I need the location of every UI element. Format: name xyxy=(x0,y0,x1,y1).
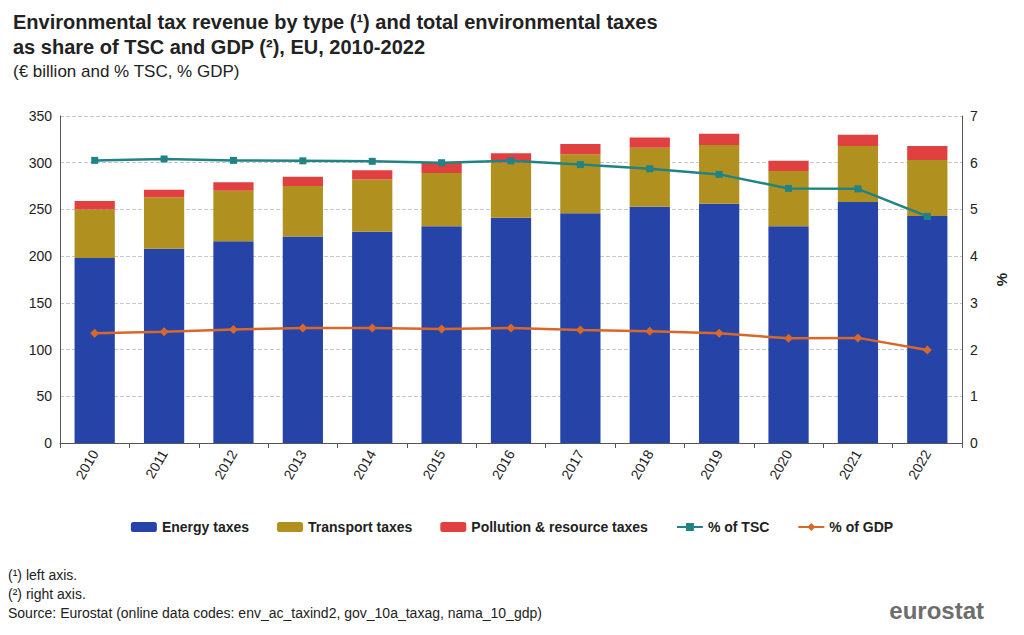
svg-text:0: 0 xyxy=(44,435,52,451)
svg-text:5: 5 xyxy=(970,201,978,217)
svg-text:50: 50 xyxy=(36,388,52,404)
svg-text:2017: 2017 xyxy=(558,447,588,482)
svg-text:Energy taxes: Energy taxes xyxy=(162,519,249,535)
svg-text:2014: 2014 xyxy=(350,447,380,482)
svg-text:150: 150 xyxy=(29,295,53,311)
svg-text:as share of TSC and GDP (²), E: as share of TSC and GDP (²), EU, 2010-20… xyxy=(13,36,425,58)
svg-text:3: 3 xyxy=(970,295,978,311)
svg-text:7: 7 xyxy=(970,108,978,124)
svg-text:1: 1 xyxy=(970,388,978,404)
svg-text:2020: 2020 xyxy=(766,447,796,482)
svg-text:2010: 2010 xyxy=(72,447,102,482)
svg-text:Pollution & resource taxes: Pollution & resource taxes xyxy=(471,519,648,535)
svg-text:2021: 2021 xyxy=(835,447,865,482)
svg-text:4: 4 xyxy=(970,248,978,264)
svg-text:(€ billion and % TSC, % GDP): (€ billion and % TSC, % GDP) xyxy=(13,62,239,81)
svg-text:eurostat: eurostat xyxy=(889,597,984,624)
svg-text:2011: 2011 xyxy=(142,447,171,481)
svg-text:2018: 2018 xyxy=(627,447,657,482)
svg-text:2022: 2022 xyxy=(905,447,935,482)
svg-text:6: 6 xyxy=(970,155,978,171)
svg-text:100: 100 xyxy=(29,342,53,358)
svg-text:2013: 2013 xyxy=(280,447,310,482)
svg-text:% of TSC: % of TSC xyxy=(708,519,769,535)
svg-text:350: 350 xyxy=(29,108,53,124)
svg-text:0: 0 xyxy=(970,435,978,451)
svg-text:% of GDP: % of GDP xyxy=(829,519,893,535)
svg-text:2015: 2015 xyxy=(419,447,449,482)
svg-text:200: 200 xyxy=(29,248,53,264)
svg-text:Environmental tax revenue by t: Environmental tax revenue by type (¹) an… xyxy=(13,11,658,33)
svg-text:2: 2 xyxy=(970,342,978,358)
svg-text:Source: Eurostat (online data: Source: Eurostat (online data codes: env… xyxy=(8,605,542,621)
svg-text:2019: 2019 xyxy=(697,447,727,482)
svg-text:Transport taxes: Transport taxes xyxy=(308,519,412,535)
svg-text:(¹) left axis.: (¹) left axis. xyxy=(8,567,77,583)
svg-text:300: 300 xyxy=(29,155,53,171)
svg-text:2016: 2016 xyxy=(489,447,519,482)
svg-text:(²) right axis.: (²) right axis. xyxy=(8,586,86,602)
svg-text:%: % xyxy=(993,273,1010,286)
svg-text:2012: 2012 xyxy=(211,447,241,482)
svg-text:250: 250 xyxy=(29,201,53,217)
